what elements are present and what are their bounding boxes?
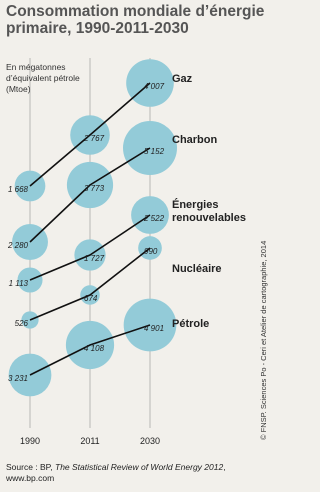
x-tick-label: 2011 (80, 436, 99, 446)
data-label: 2 280 (7, 241, 29, 250)
line (29, 324, 151, 376)
source: Source : BP, The Statistical Review of W… (6, 462, 268, 484)
line (29, 82, 151, 187)
data-label: 4 108 (84, 344, 105, 353)
series-label: Pétrole (172, 318, 210, 330)
source-text: Source : BP, (6, 462, 53, 472)
page: 1990 2011 2030 1 668 2 767 4 007 2 280 3 773 5 1… (6, 3, 268, 484)
chart: 1990 2011 2030 1 668 2 767 4 007 2 280 3 773 5 1… (7, 58, 268, 446)
bubble (21, 311, 39, 329)
credit: © FNSP. Sciences Po - Ceri et Atelier de… (259, 241, 268, 440)
data-label: 1 727 (84, 254, 105, 263)
series-label: Énergies renouvelables (172, 199, 246, 224)
source-text: , www.bp.com (6, 462, 226, 483)
x-tick-label: 2030 (140, 436, 160, 446)
data-label: 2 522 (143, 214, 165, 223)
data-label: 3 231 (8, 374, 28, 383)
series-label: Nucléaire (172, 263, 222, 275)
series-label: Gaz (172, 73, 193, 85)
data-label: 1 668 (8, 185, 29, 194)
chart-title: Consommation mondiale d’énergie primaire… (6, 3, 265, 37)
x-tick-label: 1990 (20, 436, 40, 446)
data-label: 990 (144, 247, 158, 256)
data-label: 3 773 (84, 184, 105, 193)
chart-subtitle: En mégatonnes d’équivalent pétrole (Mtoe… (6, 62, 80, 94)
data-label: 674 (84, 294, 98, 303)
source-title: The Statistical Review of World Energy 2… (55, 462, 224, 472)
data-label: 5 152 (144, 147, 165, 156)
data-label: 4 901 (144, 324, 164, 333)
data-label: 1 113 (9, 279, 29, 288)
series-label: Charbon (172, 134, 218, 146)
data-label: 2 767 (83, 134, 105, 143)
line (29, 147, 151, 243)
line (29, 214, 151, 281)
data-label: 526 (15, 319, 29, 328)
data-label: 4 007 (144, 82, 165, 91)
line (29, 247, 151, 321)
